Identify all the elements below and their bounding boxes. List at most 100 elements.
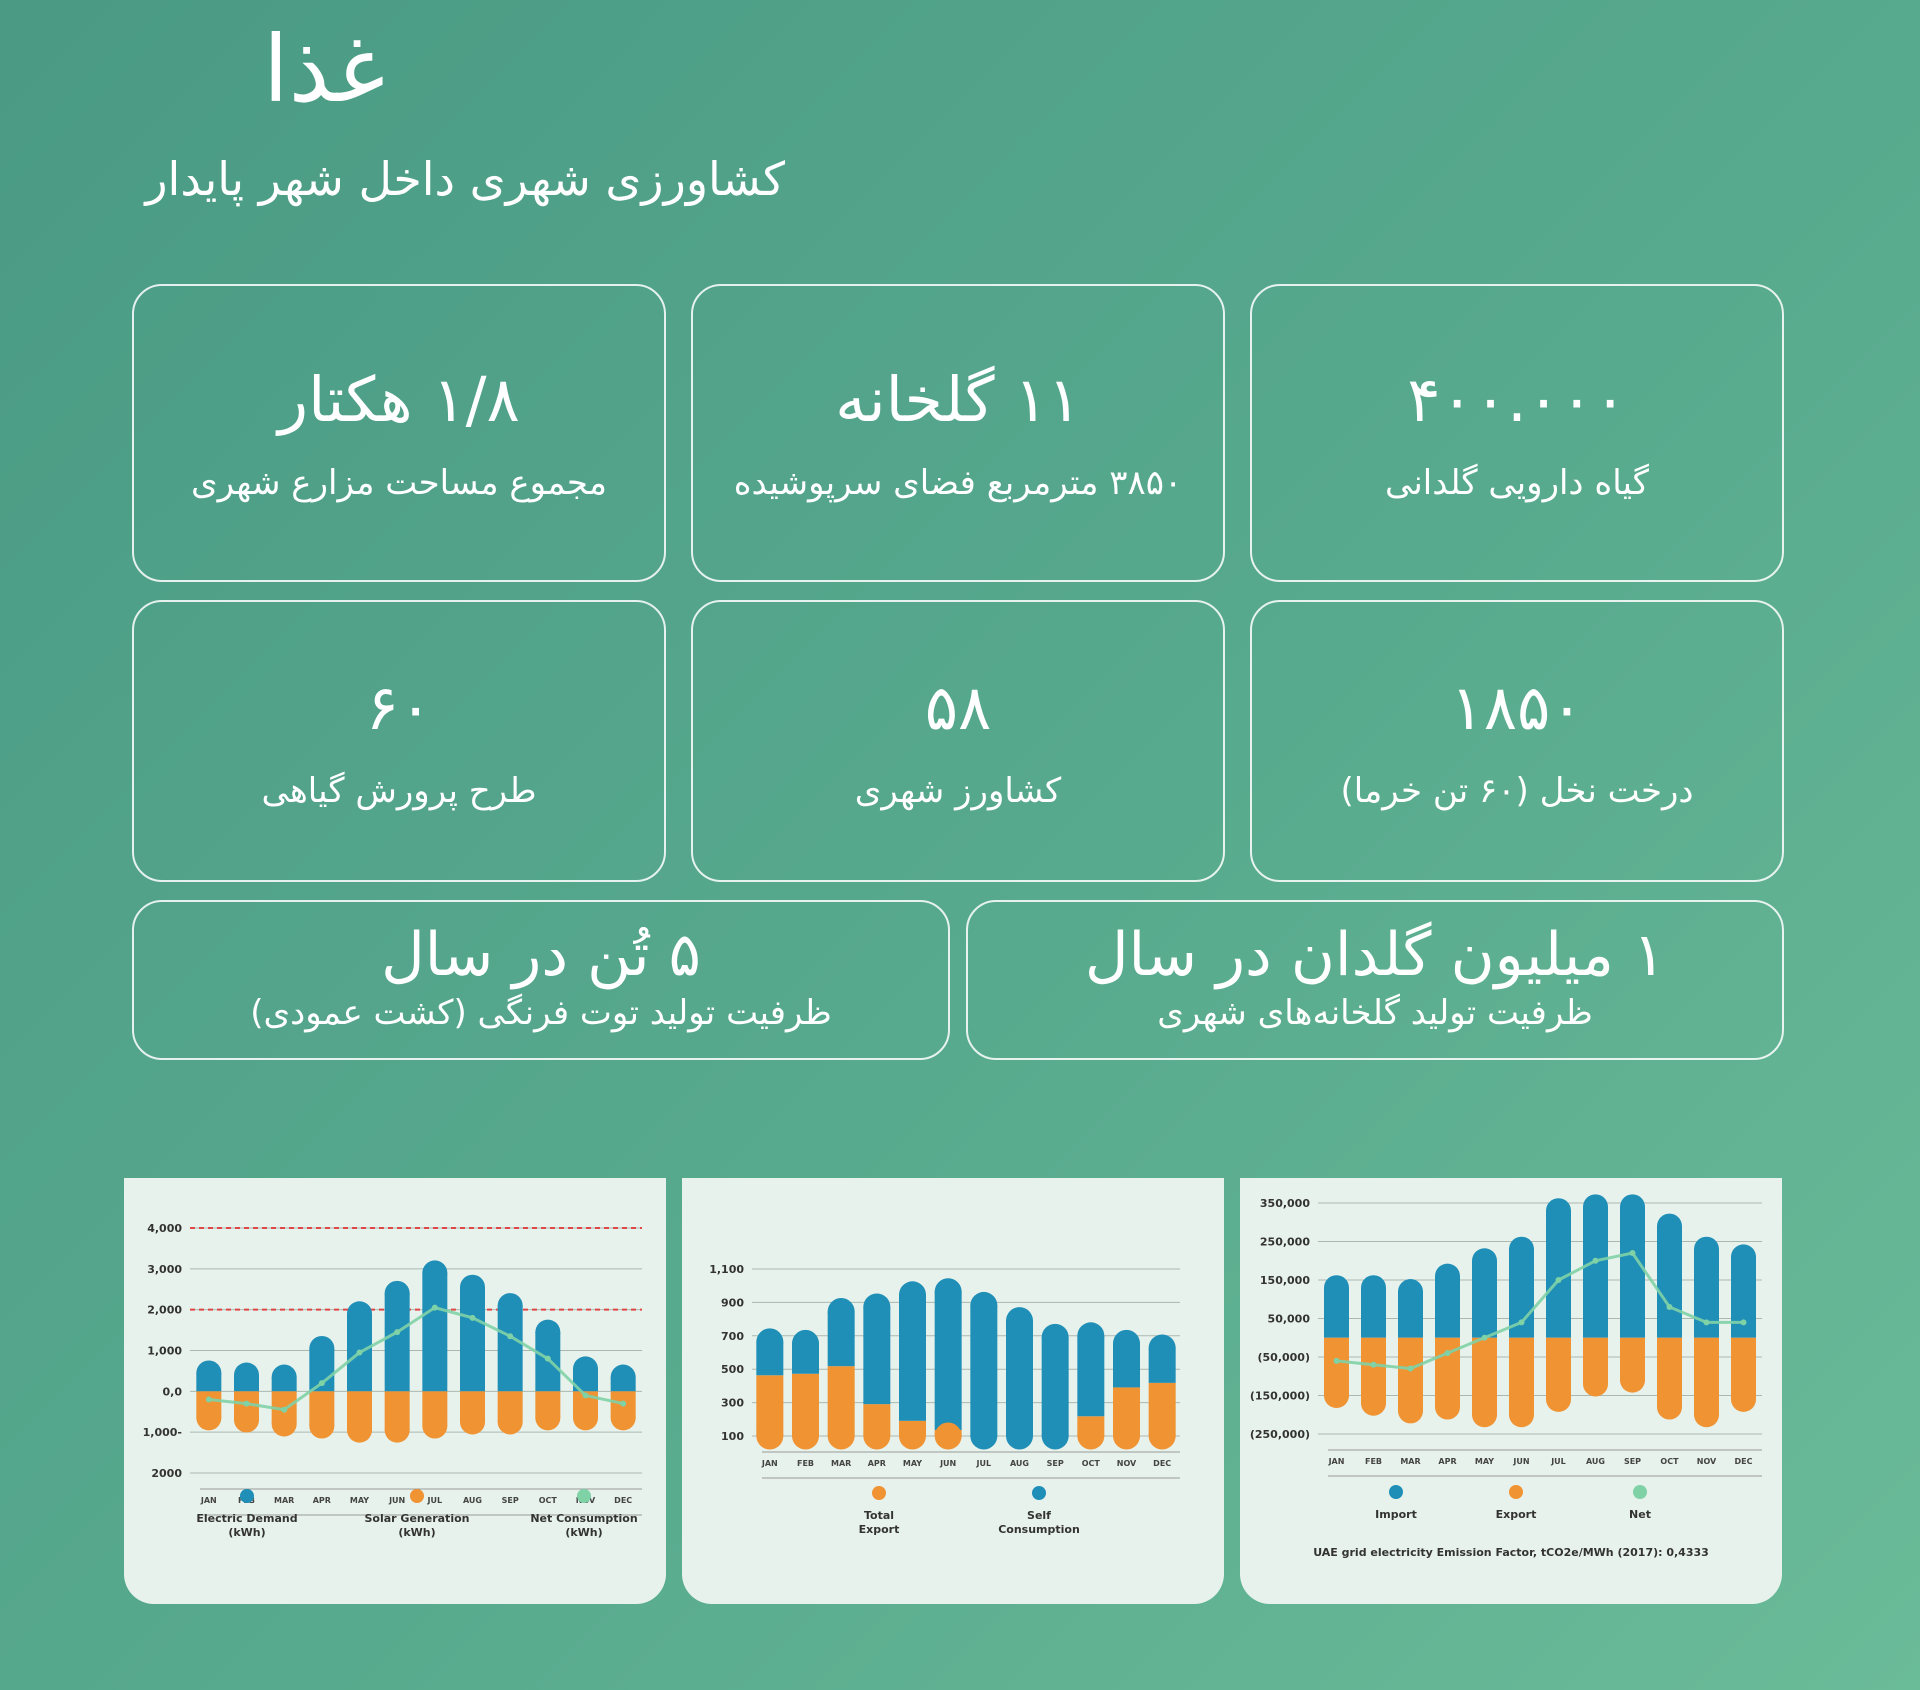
stat-card-medicinal-plants: ۴۰۰.۰۰۰ گیاه دارویی گلدانی xyxy=(1250,284,1784,582)
net-point xyxy=(1444,1350,1451,1357)
stat-label: ظرفیت تولید توت فرنگی (کشت عمودی) xyxy=(250,993,832,1034)
stat-value: ۴۰۰.۰۰۰ xyxy=(1407,363,1627,437)
y-tick-label: 50,000 xyxy=(1268,1313,1311,1326)
x-tick-label: JUL xyxy=(976,1459,992,1468)
bar-segment xyxy=(1006,1320,1033,1436)
bar-segment xyxy=(1620,1206,1645,1338)
net-point xyxy=(281,1406,288,1413)
bar-cap xyxy=(1509,1236,1534,1262)
legend-marker xyxy=(1389,1485,1403,1499)
y-tick-label: (250,000) xyxy=(1250,1428,1310,1441)
bar-cap xyxy=(1657,1394,1682,1420)
bar-segment xyxy=(384,1293,410,1392)
legend-label: Consumption xyxy=(998,1523,1080,1536)
stat-card-urban-farmers: ۵۸ کشاورز شهری xyxy=(691,600,1225,882)
y-tick-label: 2000 xyxy=(151,1467,182,1480)
bar-cap xyxy=(1472,1402,1497,1428)
stat-label: کشاورز شهری xyxy=(854,770,1062,811)
bar-cap xyxy=(899,1281,926,1309)
x-tick-label: JUN xyxy=(939,1459,956,1468)
bar-cap xyxy=(1583,1194,1608,1220)
bar-cap xyxy=(460,1409,485,1435)
bar-cap xyxy=(934,1422,962,1450)
stat-label: ۳۸۵۰ مترمربع فضای سرپوشیده xyxy=(733,462,1183,503)
bar-segment xyxy=(899,1294,926,1421)
bar-cap xyxy=(792,1329,819,1357)
legend-label: Self xyxy=(1027,1509,1051,1522)
bar-segment xyxy=(1472,1260,1497,1338)
legend-marker xyxy=(1032,1486,1046,1500)
y-tick-label: 150,000 xyxy=(1260,1274,1310,1287)
x-tick-label: AUG xyxy=(463,1496,482,1505)
net-point xyxy=(1518,1319,1525,1326)
x-tick-label: JUL xyxy=(427,1496,443,1505)
bar-cap xyxy=(347,1301,372,1327)
chart-panel-demand: 4,0003,0002,0001,0000,01,000-2000JANFEBM… xyxy=(124,1178,666,1604)
bar-cap xyxy=(1324,1275,1349,1301)
legend-label: Total xyxy=(864,1509,894,1522)
legend-marker xyxy=(872,1486,886,1500)
bar-cap xyxy=(970,1291,998,1319)
bar-cap xyxy=(970,1422,998,1450)
bar-segment xyxy=(1509,1337,1534,1415)
legend-label: (kWh) xyxy=(228,1526,265,1539)
bar-cap xyxy=(384,1417,410,1443)
bar-cap xyxy=(1731,1244,1756,1270)
x-tick-label: JUN xyxy=(1512,1457,1529,1466)
net-point xyxy=(507,1333,514,1340)
net-point xyxy=(1740,1319,1747,1326)
legend-marker xyxy=(1509,1485,1523,1499)
x-tick-label: JUL xyxy=(1550,1457,1566,1466)
bar-segment xyxy=(422,1272,448,1392)
legend-marker xyxy=(577,1489,591,1503)
net-point xyxy=(1592,1257,1599,1264)
chart-import-export: 350,000 250,000 150,000 50,000 (50,000) (150,… xyxy=(1250,1194,1762,1559)
x-tick-label: APR xyxy=(1438,1457,1456,1466)
legend-marker xyxy=(1633,1485,1647,1499)
legend-label: Export xyxy=(859,1523,900,1536)
bar-cap xyxy=(234,1407,259,1433)
page-subtitle: کشاورزی شهری داخل شهر پایدار xyxy=(145,152,785,206)
x-tick-label: DEC xyxy=(1735,1457,1753,1466)
x-tick-label: JAN xyxy=(1328,1457,1345,1466)
y-tick-label: 900 xyxy=(721,1296,744,1309)
bar-cap xyxy=(535,1319,561,1345)
bar-cap xyxy=(1361,1390,1386,1416)
x-tick-label: JUN xyxy=(388,1496,405,1505)
y-tick-label: 4,000 xyxy=(147,1222,182,1235)
bar-cap xyxy=(1509,1402,1534,1428)
bar-cap xyxy=(1041,1422,1069,1450)
net-point xyxy=(1370,1361,1377,1368)
x-tick-label: OCT xyxy=(539,1496,558,1505)
y-tick-label: (150,000) xyxy=(1250,1390,1310,1403)
bar-segment xyxy=(1041,1337,1069,1436)
net-line xyxy=(208,1306,624,1412)
stat-card-palm-trees: ۱۸۵۰ درخت نخل (۶۰ تن خرما) xyxy=(1250,600,1784,882)
bar-segment xyxy=(934,1291,962,1430)
chart-panel-import: 350,000 250,000 150,000 50,000 (50,000) (150,… xyxy=(1240,1178,1782,1604)
y-tick-label: 2,000 xyxy=(147,1304,182,1317)
bar-cap xyxy=(271,1411,297,1437)
y-tick-label: (50,000) xyxy=(1257,1351,1310,1364)
x-tick-label: APR xyxy=(313,1496,331,1505)
bar-cap xyxy=(1694,1236,1719,1262)
bar-cap xyxy=(827,1298,855,1326)
bar-cap xyxy=(1113,1422,1140,1450)
bar-segment xyxy=(1583,1206,1608,1338)
bar-cap xyxy=(573,1405,598,1431)
net-point xyxy=(1666,1303,1673,1310)
bar-cap xyxy=(1113,1329,1140,1357)
y-tick-label: 1,000- xyxy=(143,1426,182,1439)
net-point xyxy=(1555,1277,1562,1283)
bar-cap xyxy=(1148,1422,1176,1450)
bar-cap xyxy=(1006,1307,1033,1335)
x-tick-label: APR xyxy=(868,1459,886,1468)
bar-cap xyxy=(1620,1367,1645,1393)
legend-label: Electric Demand xyxy=(196,1512,297,1525)
bar-cap xyxy=(1657,1213,1682,1239)
page-title: غذا xyxy=(263,16,385,123)
bar-cap xyxy=(1077,1322,1105,1350)
legend-label: (kWh) xyxy=(565,1526,602,1539)
y-tick-label: 250,000 xyxy=(1260,1236,1310,1249)
bar-cap xyxy=(234,1362,259,1388)
